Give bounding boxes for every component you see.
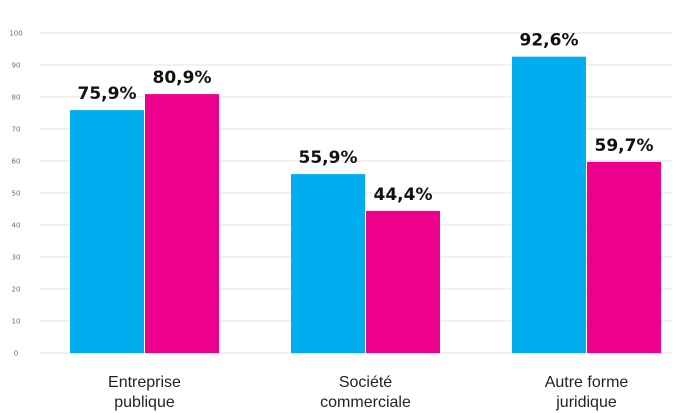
category-label-2-1: juridique — [555, 394, 617, 411]
data-label-0-1: 80,9% — [153, 68, 212, 88]
y-axis-ticks: 0 10 20 30 40 50 60 70 80 90 100 — [9, 30, 22, 358]
data-label-1-0: 55,9% — [299, 148, 358, 168]
bars — [70, 56, 661, 354]
data-label-2-0: 92,6% — [520, 31, 579, 51]
data-label-1-1: 44,4% — [374, 185, 433, 205]
category-label-0-1: publique — [114, 394, 175, 411]
y-tick-label: 80 — [12, 94, 21, 102]
category-label-0-0: Entreprise — [108, 374, 181, 391]
data-label-2-1: 59,7% — [595, 136, 654, 156]
bar-1-1 — [366, 210, 440, 353]
data-label-0-0: 75,9% — [78, 84, 137, 104]
bar-0-0 — [70, 110, 144, 354]
data-labels: 75,9% 80,9% 55,9% 44,4% 92,6% 59,7% — [78, 31, 654, 205]
bar-2-1 — [587, 161, 661, 353]
y-tick-label: 70 — [12, 126, 21, 134]
y-tick-label: 30 — [12, 254, 21, 262]
y-tick-label: 50 — [12, 190, 21, 198]
y-tick-label: 60 — [12, 158, 21, 166]
category-labels: Entreprise publique Société commerciale Autr… — [108, 374, 628, 411]
y-tick-label: 90 — [12, 62, 21, 70]
category-label-2-0: Autre forme — [545, 374, 629, 391]
y-tick-label: 40 — [12, 222, 21, 230]
y-tick-label: 10 — [12, 318, 21, 326]
bar-0-1 — [145, 94, 219, 354]
y-tick-label: 20 — [12, 286, 21, 294]
bar-2-0 — [512, 56, 586, 354]
bar-1-0 — [291, 174, 365, 353]
y-tick-label: 0 — [14, 350, 18, 358]
category-label-1-1: commerciale — [320, 394, 411, 411]
y-tick-label: 100 — [9, 30, 22, 38]
category-label-1-0: Société — [339, 374, 392, 391]
